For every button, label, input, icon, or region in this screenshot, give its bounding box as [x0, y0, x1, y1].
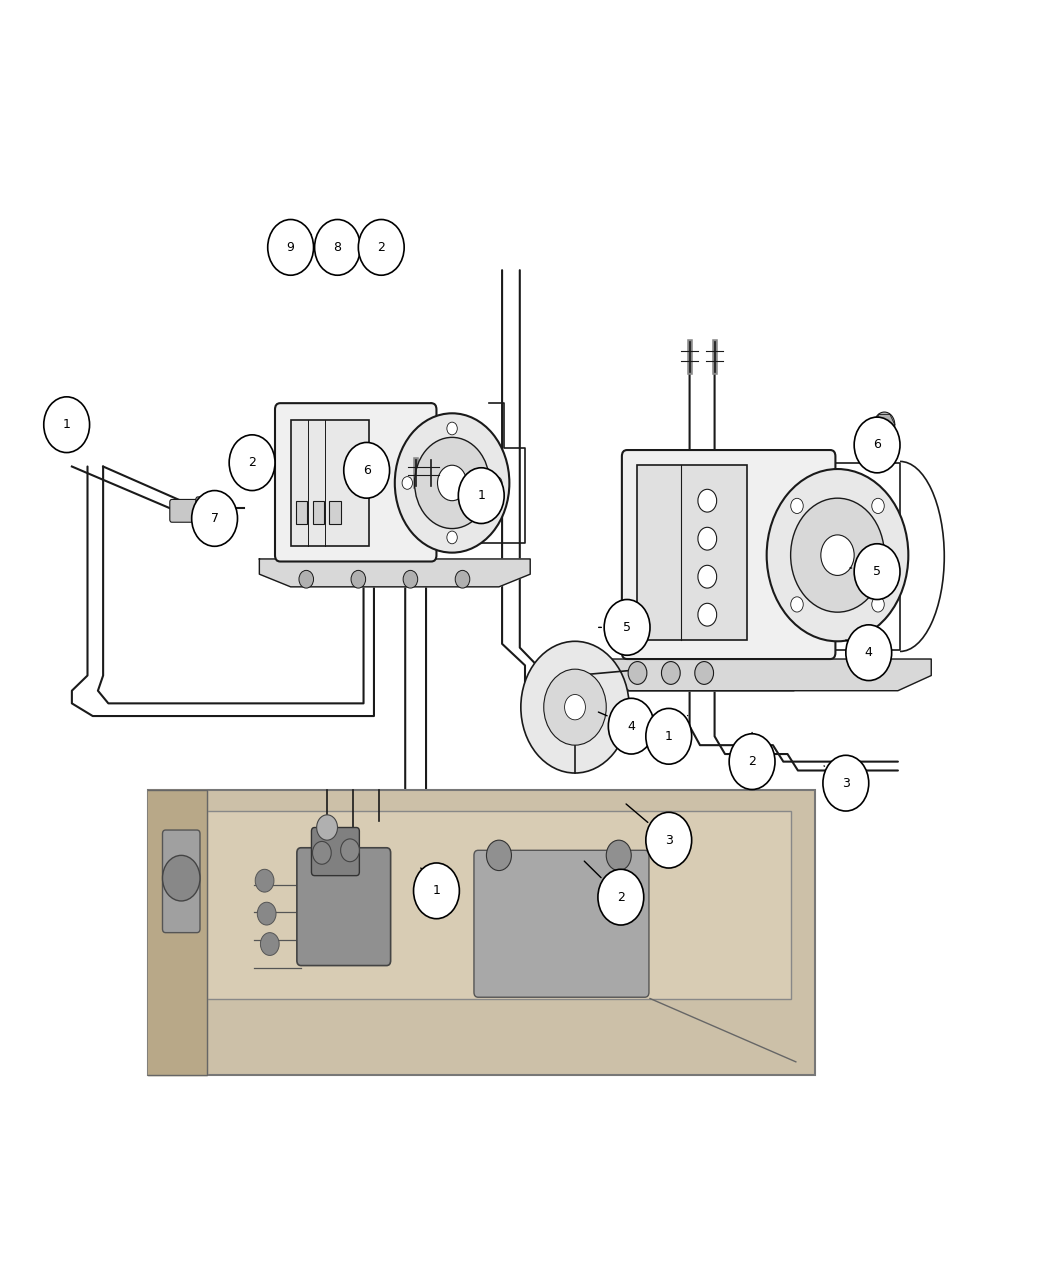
Text: 6: 6 — [874, 439, 881, 451]
Text: 2: 2 — [749, 755, 756, 768]
Circle shape — [823, 755, 868, 811]
Circle shape — [597, 870, 644, 926]
Bar — [637, 465, 747, 640]
Circle shape — [229, 435, 275, 491]
Circle shape — [459, 468, 504, 524]
Circle shape — [628, 662, 647, 685]
Circle shape — [544, 669, 606, 745]
Circle shape — [351, 570, 365, 588]
Bar — [313, 501, 324, 524]
Circle shape — [698, 528, 717, 550]
Circle shape — [414, 863, 460, 919]
FancyBboxPatch shape — [170, 500, 203, 523]
Circle shape — [791, 499, 803, 514]
Circle shape — [317, 815, 337, 840]
Circle shape — [260, 932, 279, 955]
Text: 6: 6 — [362, 464, 371, 477]
Circle shape — [695, 662, 714, 685]
Circle shape — [415, 437, 489, 529]
Circle shape — [521, 641, 629, 773]
Text: 2: 2 — [377, 241, 385, 254]
Circle shape — [192, 491, 237, 546]
Circle shape — [491, 477, 502, 490]
Circle shape — [854, 543, 900, 599]
Text: 7: 7 — [211, 513, 218, 525]
Circle shape — [854, 417, 900, 473]
Text: 4: 4 — [627, 719, 635, 733]
Circle shape — [447, 532, 458, 543]
Text: 1: 1 — [433, 885, 440, 898]
Circle shape — [358, 219, 404, 275]
Circle shape — [44, 397, 89, 453]
Circle shape — [313, 842, 331, 864]
Text: 2: 2 — [248, 456, 256, 469]
Circle shape — [662, 662, 680, 685]
Circle shape — [299, 570, 314, 588]
Circle shape — [163, 856, 200, 901]
Circle shape — [403, 570, 418, 588]
Circle shape — [821, 536, 854, 575]
Polygon shape — [148, 789, 207, 1075]
Polygon shape — [259, 558, 530, 587]
Circle shape — [255, 870, 274, 892]
Circle shape — [646, 812, 692, 868]
Text: 1: 1 — [665, 729, 673, 743]
Circle shape — [766, 469, 908, 641]
Circle shape — [872, 499, 884, 514]
Bar — [329, 501, 340, 524]
Text: 2: 2 — [617, 891, 625, 904]
Text: 8: 8 — [334, 241, 341, 254]
Text: 3: 3 — [842, 776, 849, 789]
Text: 5: 5 — [874, 565, 881, 578]
FancyBboxPatch shape — [297, 848, 391, 965]
Circle shape — [604, 599, 650, 655]
Bar — [176, 811, 791, 998]
Circle shape — [698, 565, 717, 588]
Text: 1: 1 — [478, 490, 485, 502]
FancyBboxPatch shape — [312, 827, 359, 876]
Circle shape — [606, 840, 631, 871]
Circle shape — [565, 695, 586, 720]
Circle shape — [646, 709, 692, 764]
Text: 1: 1 — [63, 418, 70, 431]
Circle shape — [340, 839, 359, 862]
Circle shape — [343, 442, 390, 499]
FancyBboxPatch shape — [163, 830, 200, 932]
Circle shape — [791, 499, 884, 612]
Text: 4: 4 — [865, 646, 873, 659]
Circle shape — [729, 734, 775, 789]
Circle shape — [698, 603, 717, 626]
Circle shape — [791, 597, 803, 612]
Circle shape — [608, 699, 654, 754]
Circle shape — [315, 219, 360, 275]
FancyBboxPatch shape — [474, 850, 649, 997]
Circle shape — [846, 625, 891, 681]
Circle shape — [447, 422, 458, 435]
Text: 5: 5 — [623, 621, 631, 634]
Circle shape — [268, 219, 314, 275]
FancyBboxPatch shape — [196, 497, 229, 520]
Bar — [296, 501, 308, 524]
Circle shape — [257, 903, 276, 926]
Circle shape — [456, 570, 469, 588]
Text: 9: 9 — [287, 241, 295, 254]
Circle shape — [486, 840, 511, 871]
Bar — [291, 419, 369, 546]
Circle shape — [402, 477, 413, 490]
Circle shape — [872, 597, 884, 612]
Circle shape — [698, 490, 717, 513]
Polygon shape — [603, 659, 931, 691]
Circle shape — [438, 465, 466, 501]
Bar — [148, 789, 815, 1075]
Circle shape — [874, 412, 895, 437]
Text: 3: 3 — [665, 834, 673, 847]
FancyBboxPatch shape — [275, 403, 437, 561]
Circle shape — [395, 413, 509, 552]
FancyBboxPatch shape — [622, 450, 836, 659]
